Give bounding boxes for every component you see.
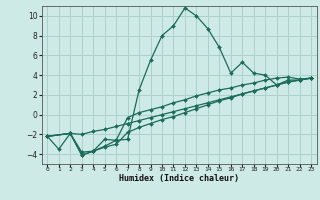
X-axis label: Humidex (Indice chaleur): Humidex (Indice chaleur): [119, 174, 239, 183]
